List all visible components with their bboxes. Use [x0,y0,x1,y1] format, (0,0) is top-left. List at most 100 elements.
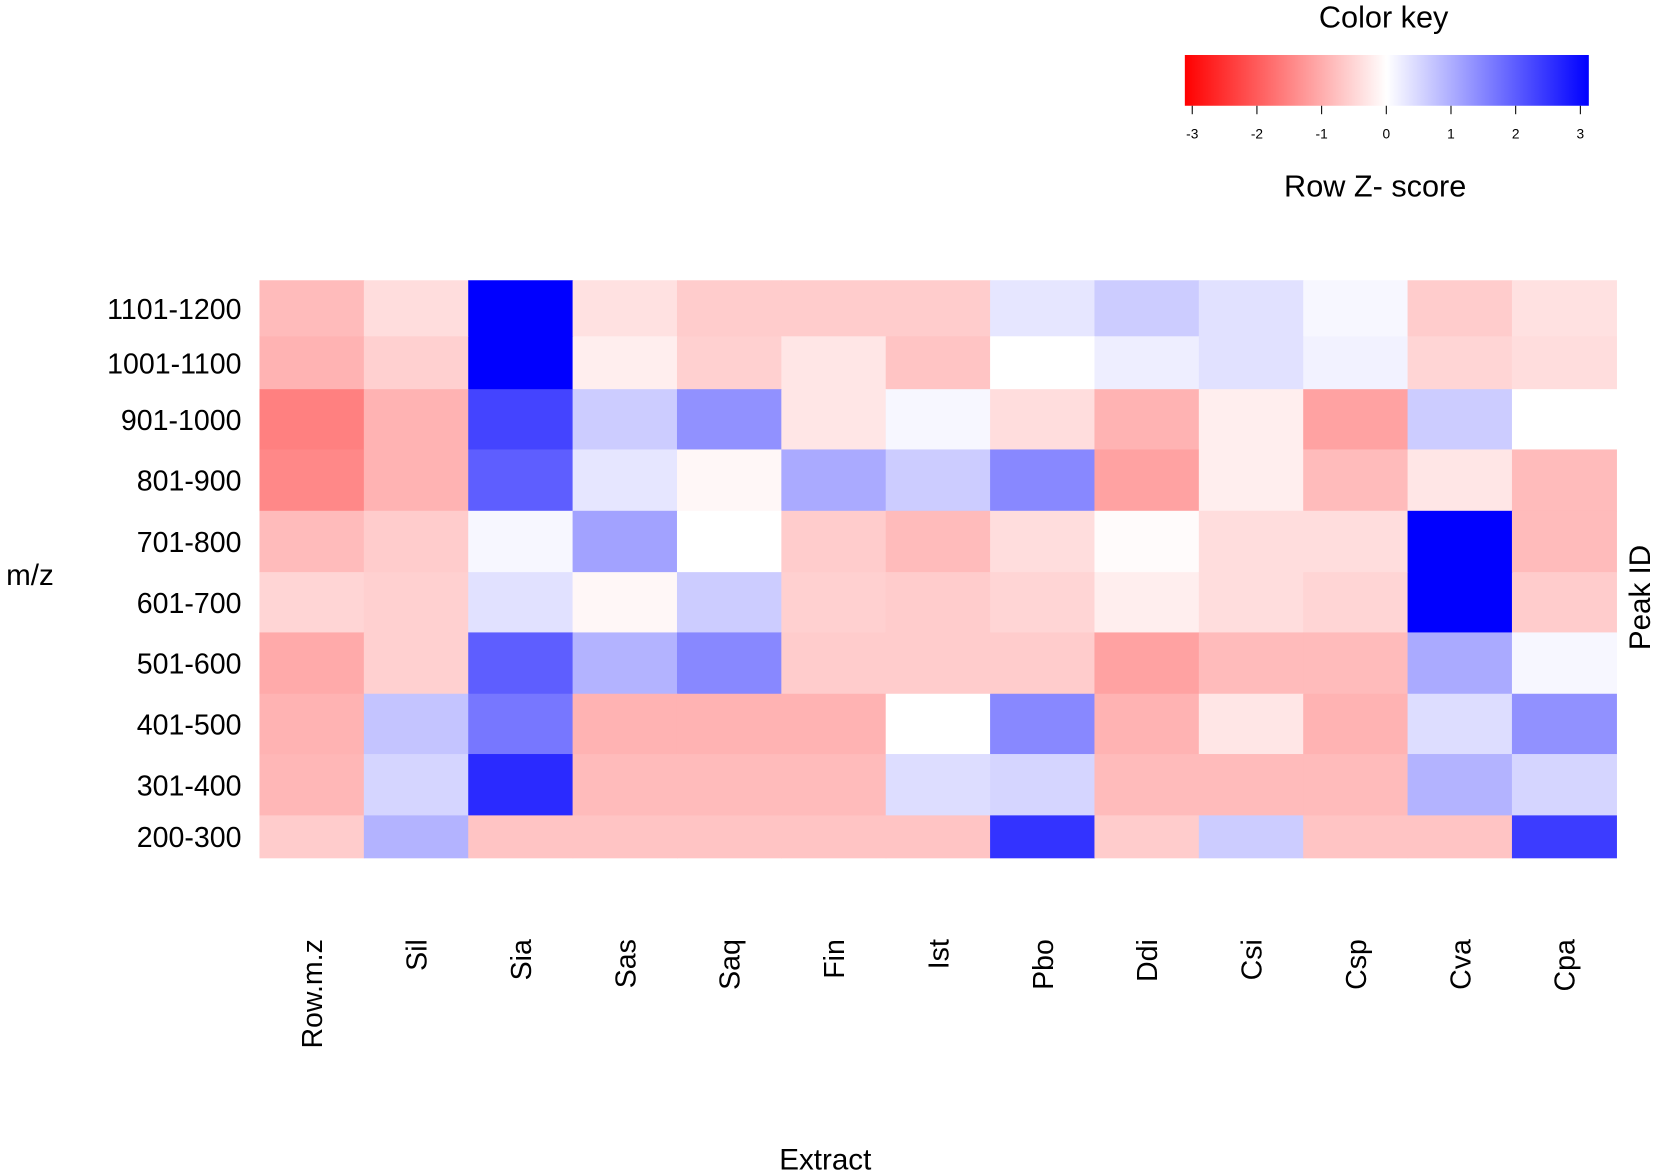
heatmap-cell [1198,336,1304,390]
heatmap-cell [259,815,365,859]
column-label: Sia [506,939,538,980]
y-axis-right-label: Peak ID [1624,545,1657,650]
heatmap-cell [1407,510,1513,573]
heatmap-cell [885,336,991,390]
column-label: Ddi [1132,939,1164,982]
heatmap-cell [363,572,469,634]
heatmap-cell [1407,815,1513,859]
heatmap-cell [781,754,887,817]
color-key-tick-label: 1 [1447,127,1455,142]
heatmap-cell [1094,449,1200,512]
heatmap-cell [1303,754,1409,817]
heatmap-cell [990,754,1096,817]
heatmap-cell [781,510,887,573]
row-label: 1001-1100 [107,348,241,380]
heatmap-cell [363,754,469,817]
column-label: Cva [1445,939,1477,990]
heatmap-cell [468,280,574,337]
heatmap-cell [781,572,887,634]
heatmap-cell [885,754,991,817]
heatmap-cell [1303,815,1409,859]
heatmap-cell [990,510,1096,573]
heatmap-cell [1407,449,1513,512]
row-label: 1101-1200 [107,294,241,326]
heatmap-cell [572,632,678,695]
heatmap-cell [885,632,991,695]
heatmap-cell [1511,336,1617,390]
color-key-title: Color key [1319,0,1449,34]
heatmap-cell [572,336,678,390]
y-axis-label: m/z [6,559,54,592]
heatmap-cell [885,449,991,512]
row-label: 501-600 [137,649,242,681]
heatmap-cell [572,280,678,337]
heatmap-cell [1303,449,1409,512]
heatmap-cell [259,510,365,573]
column-labels: Row.m.z Sil Sia Sas Saq Fin Ist Pbo Ddi Csi Csp Cva… [297,939,1581,1049]
heatmap-cell [990,389,1096,451]
color-key-gradient [1184,54,1589,106]
color-key-tick-label: -3 [1186,127,1199,142]
heatmap-cell [990,449,1096,512]
heatmap-cell [1511,693,1617,755]
heatmap-cell [676,336,782,390]
color-key-tick-label: -2 [1251,127,1263,142]
heatmap-cell [676,510,782,573]
heatmap-cell [1094,572,1200,634]
heatmap-cell [1511,572,1617,634]
heatmap-cell [1198,280,1304,337]
heatmap-cell [676,815,782,859]
column-label: Saq [715,939,747,990]
heatmap-cell [1511,632,1617,695]
heatmap-cell [363,336,469,390]
heatmap-cell [1407,632,1513,695]
heatmap-cell [1094,815,1200,859]
color-key-tick-label: 3 [1577,127,1585,142]
heatmap-cell [781,389,887,451]
row-label: 301-400 [137,770,242,802]
heatmap-cell [885,280,991,337]
heatmap-cell [572,389,678,451]
column-label: Csp [1341,939,1373,990]
row-label: 200-300 [137,822,242,854]
heatmap-cell [363,815,469,859]
heatmap-cell [781,336,887,390]
heatmap-cell [885,815,991,859]
heatmap-cell [363,632,469,695]
heatmap-cell [468,389,574,451]
heatmap-cell [885,693,991,755]
heatmap-cell [468,336,574,390]
heatmap-cell [781,815,887,859]
heatmap-cell [572,754,678,817]
heatmap-cell [259,754,365,817]
heatmap-cell [363,693,469,755]
heatmap-cell [1511,510,1617,573]
color-key: Color key -3 -2 -1 0 1 2 3 Row Z- score [1184,0,1589,204]
row-label: 701-800 [137,527,242,559]
heatmap-cell [1198,572,1304,634]
heatmap-cell [1407,389,1513,451]
heatmap-cell [363,449,469,512]
column-label: Fin [819,939,851,979]
row-label: 401-500 [137,709,242,741]
heatmap-cell [1511,389,1617,451]
heatmap-cell [363,280,469,337]
heatmap-cell [1198,449,1304,512]
column-label: Sas [610,939,642,988]
heatmap-cell [259,280,365,337]
heatmap-cell [468,510,574,573]
heatmap-cell [1094,389,1200,451]
row-label: 901-1000 [121,405,242,437]
heatmap-cell [259,632,365,695]
column-label: Ist [923,939,955,969]
heatmap-cell [1407,754,1513,817]
column-label: Csi [1237,939,1269,980]
heatmap-cell [1303,280,1409,337]
heatmap-cell [572,572,678,634]
heatmap-cell [572,510,678,573]
heatmap-cell [1407,336,1513,390]
heatmap-cell [1303,336,1409,390]
heatmap-cell [572,693,678,755]
heatmap-cell [468,754,574,817]
